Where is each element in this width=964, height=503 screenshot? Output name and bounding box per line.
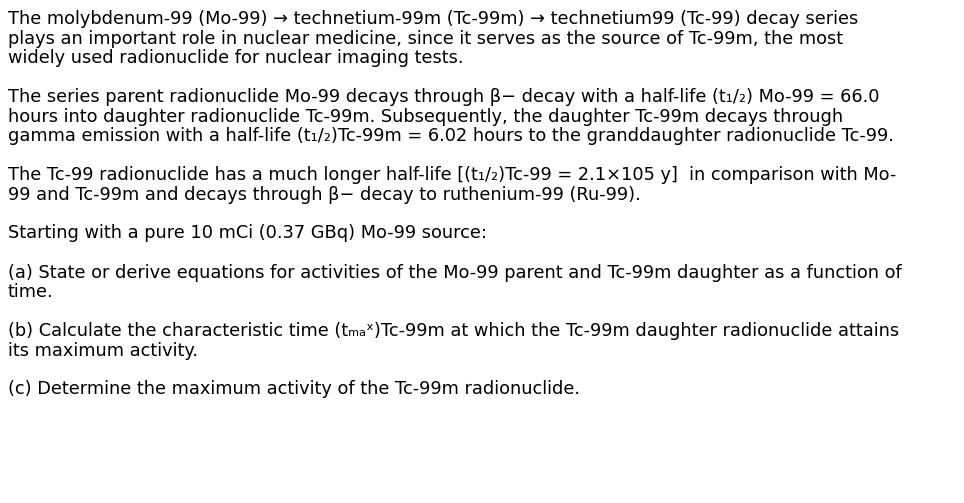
Text: plays an important role in nuclear medicine, since it serves as the source of Tc: plays an important role in nuclear medic… (8, 30, 844, 47)
Text: (c) Determine the maximum activity of the Tc-99m radionuclide.: (c) Determine the maximum activity of th… (8, 380, 580, 398)
Text: The series parent radionuclide Mo-99 decays through β− decay with a half-life (t: The series parent radionuclide Mo-99 dec… (8, 88, 879, 106)
Text: (b) Calculate the characteristic time (tₘₐˣ)Tc-99m at which the Tc-99m daughter : (b) Calculate the characteristic time (t… (8, 322, 899, 340)
Text: its maximum activity.: its maximum activity. (8, 342, 198, 360)
Text: 99 and Tc-99m and decays through β− decay to ruthenium-99 (Ru-99).: 99 and Tc-99m and decays through β− deca… (8, 186, 641, 204)
Text: Starting with a pure 10 mCi (0.37 GBq) Mo-99 source:: Starting with a pure 10 mCi (0.37 GBq) M… (8, 224, 487, 242)
Text: gamma emission with a half-life (t₁/₂)Tc-99m = 6.02 hours to the granddaughter r: gamma emission with a half-life (t₁/₂)Tc… (8, 127, 894, 145)
Text: The molybdenum-99 (Mo-99) → technetium-99m (Tc-99m) → technetium99 (Tc-99) decay: The molybdenum-99 (Mo-99) → technetium-9… (8, 10, 858, 28)
Text: time.: time. (8, 283, 54, 301)
Text: (a) State or derive equations for activities of the Mo-99 parent and Tc-99m daug: (a) State or derive equations for activi… (8, 264, 901, 282)
Text: widely used radionuclide for nuclear imaging tests.: widely used radionuclide for nuclear ima… (8, 49, 464, 67)
Text: The Tc-99 radionuclide has a much longer half-life [(t₁/₂)Tc-99 = 2.1×105 y]  in: The Tc-99 radionuclide has a much longer… (8, 166, 897, 184)
Text: hours into daughter radionuclide Tc-99m. Subsequently, the daughter Tc-99m decay: hours into daughter radionuclide Tc-99m.… (8, 108, 844, 126)
